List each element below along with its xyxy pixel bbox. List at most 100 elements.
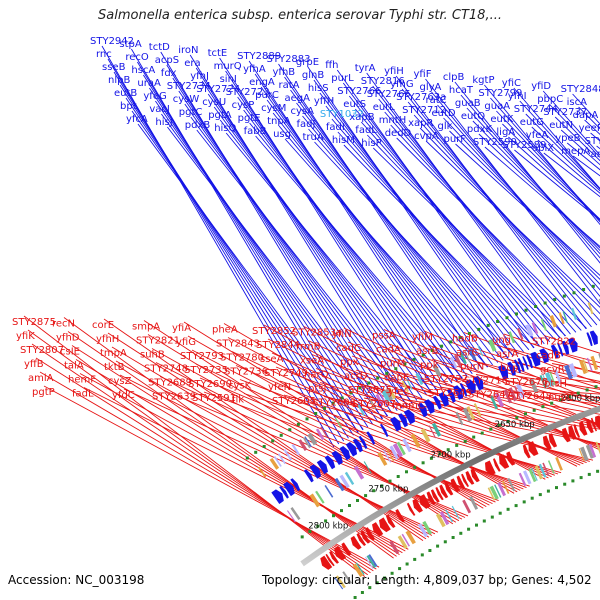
gene-label[interactable]: stpA (119, 39, 141, 50)
gene-label[interactable]: yfiC (502, 78, 521, 89)
gene-label[interactable]: acpS (155, 55, 179, 66)
gene-label[interactable]: eutL (373, 102, 395, 113)
gene-label[interactable]: fabB (244, 126, 267, 137)
gene-label[interactable]: cadB (536, 351, 561, 362)
gene-label[interactable]: STY2744 (514, 104, 558, 115)
gene-label[interactable]: pbpC (537, 94, 563, 105)
gene-label[interactable]: STY2807 (20, 345, 64, 356)
gene-label[interactable]: STY2605 (272, 396, 316, 407)
gene-label[interactable]: purL (331, 73, 354, 84)
gene-label[interactable]: era (184, 58, 200, 69)
gene-label[interactable]: STY2780 (220, 353, 264, 364)
gene-label[interactable]: STY2647 (468, 390, 512, 401)
gene-label[interactable]: asrA (496, 349, 518, 360)
gene-label[interactable]: STY2723 (226, 87, 270, 98)
gene-label[interactable]: eutG (520, 117, 544, 128)
gene-label[interactable]: purM (380, 359, 405, 370)
gene-label[interactable]: STY2749 (264, 368, 308, 379)
gene-label[interactable]: STY2736 (224, 367, 268, 378)
gene-label[interactable]: cysW (173, 94, 200, 105)
gene-label[interactable]: gcvR (540, 365, 565, 376)
gene-label[interactable]: hcaT (449, 85, 474, 96)
gene-label[interactable]: recN (52, 319, 75, 330)
gene-label[interactable]: glnB (302, 70, 324, 81)
gene-label[interactable]: STY2822 (532, 337, 576, 348)
gene-label[interactable]: xapB (349, 112, 374, 123)
gene-label[interactable]: mnmC (392, 401, 425, 412)
gene-label[interactable]: fdx (161, 68, 177, 79)
gene-label[interactable]: hadB (452, 334, 478, 345)
gene-label[interactable]: yfhB (273, 67, 296, 78)
gene-label[interactable]: acrD (344, 371, 368, 382)
gene-label[interactable]: yfdC (112, 390, 135, 401)
gene-label[interactable]: nlpB (108, 75, 130, 86)
gene-label[interactable]: tmpA (100, 348, 127, 359)
gene-label[interactable]: purF (444, 134, 467, 145)
gene-label[interactable]: vacJ (149, 104, 170, 115)
gene-label[interactable]: STY2765 (367, 89, 411, 100)
gene-label[interactable]: murQ (214, 61, 242, 72)
gene-label[interactable]: eutQ (461, 111, 485, 122)
gene-label[interactable]: hemF (68, 375, 96, 386)
gene-label[interactable]: tnpA (267, 116, 291, 127)
gene-label[interactable]: cvpA (414, 131, 439, 142)
gene-label[interactable]: STY2748 (144, 364, 188, 375)
gene-label[interactable]: ubiX (532, 143, 554, 154)
gene-label[interactable]: ung (492, 335, 511, 346)
gene-label[interactable]: pssA (372, 331, 396, 342)
gene-label[interactable]: STY2607 (352, 399, 396, 410)
gene-label[interactable]: ratA (279, 80, 300, 91)
gene-label[interactable]: cysK (228, 381, 252, 392)
gene-label[interactable]: rrmB (296, 342, 321, 353)
gene-label[interactable]: tctE (208, 48, 228, 59)
gene-label[interactable]: yfiH (384, 66, 404, 77)
gene-label[interactable]: clpB (443, 72, 465, 83)
gene-label[interactable]: pgtE (238, 113, 261, 124)
gene-label[interactable]: kgtP (472, 75, 494, 86)
gene-label[interactable]: suhB (140, 350, 165, 361)
gene-label[interactable]: STY2689 (148, 378, 192, 389)
gene-label[interactable]: STY2799 (478, 88, 522, 99)
gene-label[interactable]: argT (591, 149, 600, 160)
gene-label[interactable]: narQ (304, 370, 329, 381)
gene-label[interactable]: STY2737 (543, 107, 587, 118)
gene-label[interactable]: ppx (340, 357, 359, 368)
gene-label[interactable]: cadC (336, 343, 361, 354)
gene-label[interactable]: fadI (326, 122, 345, 133)
gene-label[interactable]: STY2875 (12, 317, 56, 328)
gene-label[interactable]: guaA (484, 101, 510, 112)
gene-label[interactable]: yfeC (388, 387, 411, 398)
gene-label[interactable]: recO (125, 52, 149, 63)
gene-label[interactable]: yeeF (579, 123, 600, 134)
gene-label[interactable]: sseB (102, 62, 126, 73)
gene-label[interactable]: STY2844 (256, 340, 300, 351)
gene-label[interactable]: STY2763a (396, 92, 446, 103)
gene-label[interactable]: STY2590 (473, 137, 517, 148)
gene-label[interactable]: dedD (385, 128, 412, 139)
gene-label[interactable]: STY2889 (237, 51, 281, 62)
gene-label[interactable]: cadA (376, 345, 401, 356)
gene-label[interactable]: glk (438, 121, 453, 132)
gene-label[interactable]: purN (460, 362, 484, 373)
gene-label[interactable]: cysZ (108, 376, 132, 387)
gene-label[interactable]: tctD (149, 42, 170, 53)
gene-label[interactable]: eutS (343, 99, 366, 110)
gene-label[interactable]: STY2645 (428, 388, 472, 399)
gene-label[interactable]: bpt (120, 101, 137, 112)
gene-label[interactable]: tktB (104, 362, 125, 373)
gene-label[interactable]: STY2848 (561, 84, 600, 95)
gene-label[interactable]: STY2793 (180, 351, 224, 362)
gene-label[interactable]: ligA (496, 127, 515, 138)
gene-label[interactable]: ptsH (544, 379, 567, 390)
gene-label[interactable]: STY2589 (502, 140, 546, 151)
gene-label[interactable]: bcp (500, 363, 518, 374)
gene-label[interactable]: cysA (291, 106, 315, 117)
gene-label[interactable]: STY2676 (504, 377, 548, 388)
gene-label[interactable]: flk (232, 395, 244, 406)
gene-label[interactable]: yffB (24, 359, 44, 370)
gene-label[interactable]: dapE (384, 373, 409, 384)
gene-label[interactable]: STY2638 (585, 136, 600, 147)
gene-label[interactable]: ffh (325, 60, 338, 71)
gene-label[interactable]: corE (92, 320, 114, 331)
